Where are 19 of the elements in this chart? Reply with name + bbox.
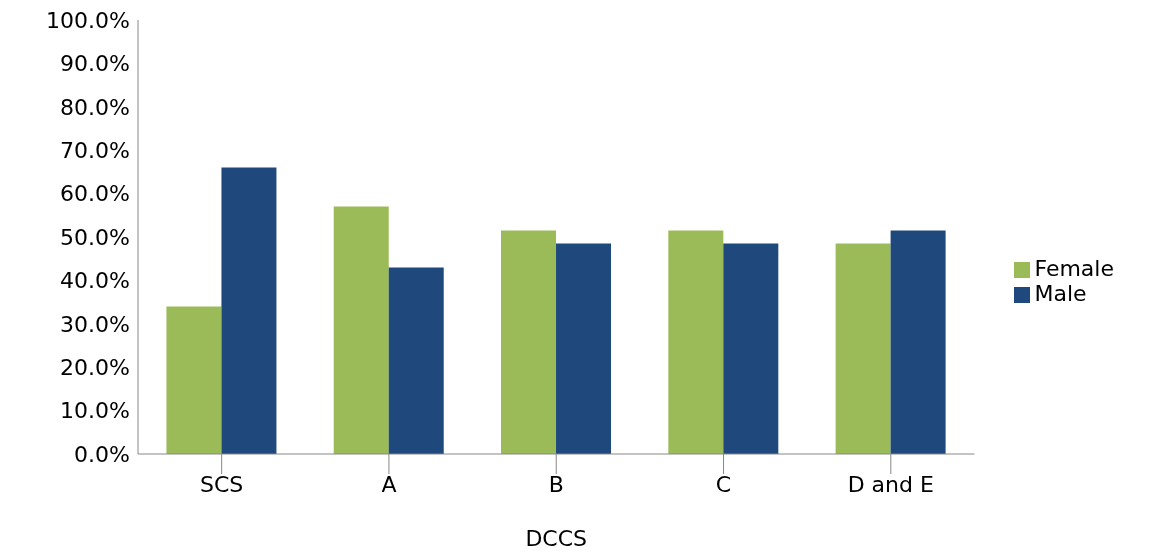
x-axis-title: DCCS [525, 526, 588, 551]
x-tick-label: D and E [847, 471, 934, 497]
y-tick-label: 60.0% [60, 181, 130, 207]
y-tick-label: 80.0% [60, 94, 130, 120]
y-tick-label: 0.0% [74, 441, 130, 467]
y-tick-label: 70.0% [60, 138, 130, 164]
legend-label: Male [1034, 281, 1087, 306]
legend-label: Female [1034, 256, 1114, 281]
y-tick-label: 90.0% [60, 51, 130, 77]
y-tick-label: 20.0% [60, 355, 130, 381]
y-tick-label: 40.0% [60, 268, 130, 294]
x-tick-label: A [381, 471, 397, 497]
x-tick-label: B [548, 471, 564, 497]
y-tick-label: 30.0% [60, 311, 130, 337]
x-tick-label: SCS [200, 471, 244, 497]
y-tick-label: 10.0% [60, 398, 130, 424]
x-tick-label: C [715, 471, 732, 497]
y-tick-label: 100.0% [46, 7, 130, 33]
y-tick-label: 50.0% [60, 224, 130, 250]
